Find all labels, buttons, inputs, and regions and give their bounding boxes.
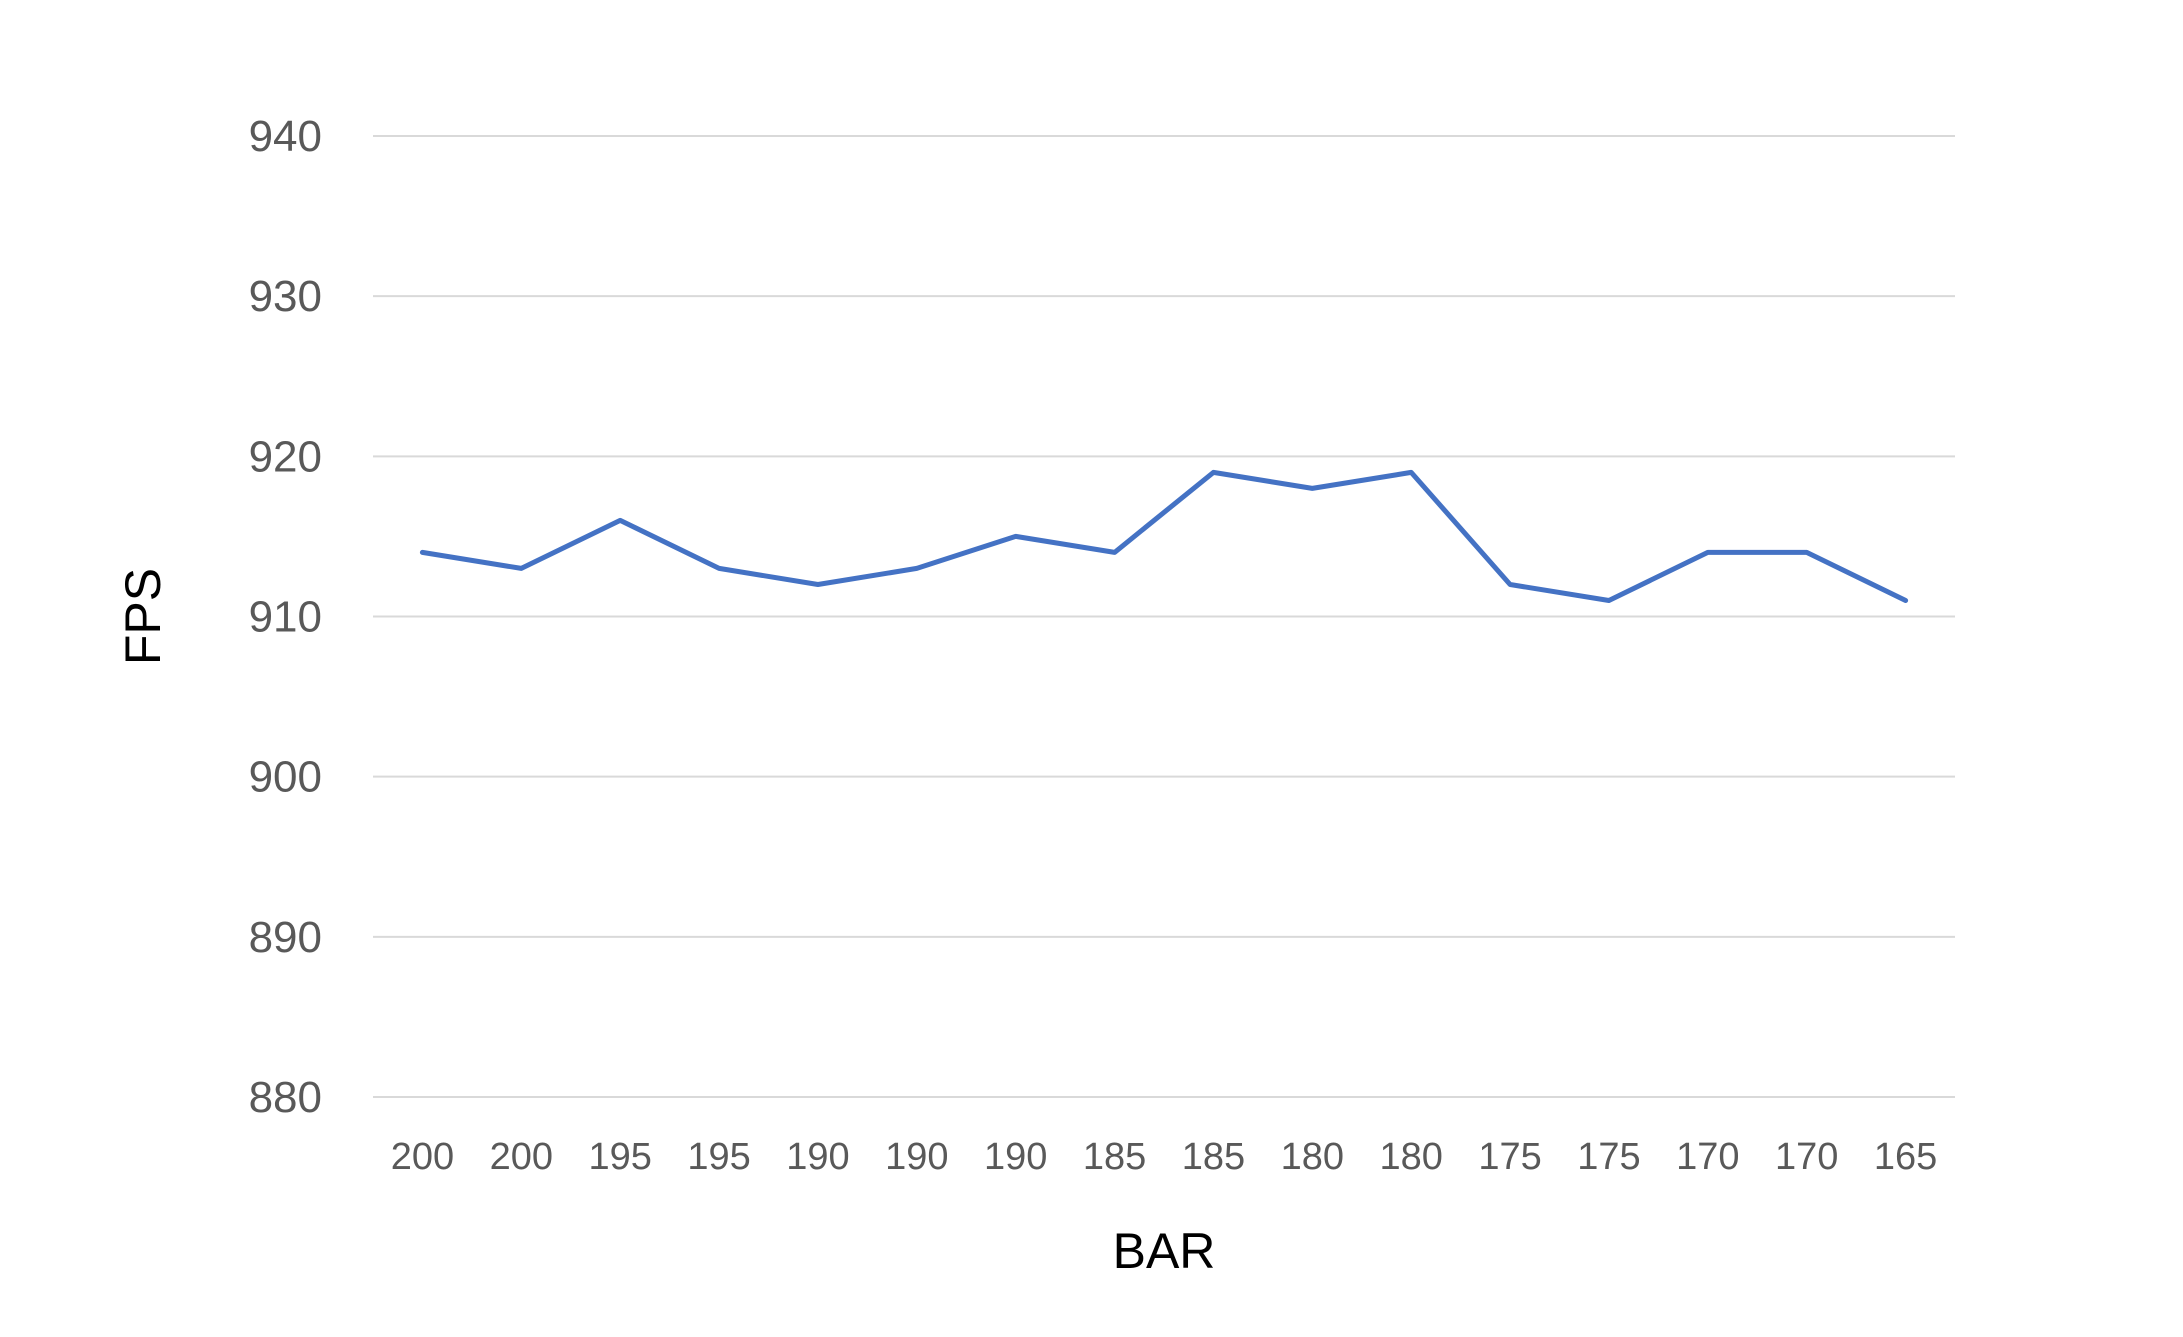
- x-axis-ticks: 200 200 195 195 190 190 190 185 185 180 180 175 175 1…: [391, 1136, 1938, 1178]
- gridlines: [373, 135, 1955, 1098]
- x-tick-label: 180: [1281, 1136, 1344, 1178]
- series-line-0: [419, 469, 1909, 603]
- x-tick-label: 165: [1874, 1136, 1937, 1178]
- y-axis-title: FPS: [115, 568, 171, 665]
- y-tick-label: 920: [249, 432, 322, 481]
- y-tick-label: 910: [249, 593, 322, 642]
- x-tick-label: 200: [391, 1136, 454, 1178]
- x-tick-label: 190: [786, 1136, 849, 1178]
- x-tick-label: 175: [1478, 1136, 1541, 1178]
- x-tick-label: 190: [885, 1136, 948, 1178]
- y-tick-label: 930: [249, 272, 322, 321]
- x-tick-label: 195: [687, 1136, 750, 1178]
- x-tick-label: 185: [1182, 1136, 1245, 1178]
- x-tick-label: 170: [1676, 1136, 1739, 1178]
- y-tick-label: 940: [249, 112, 322, 161]
- x-axis-title: BAR: [1113, 1223, 1216, 1279]
- x-tick-label: 185: [1083, 1136, 1146, 1178]
- x-tick-label: 180: [1379, 1136, 1442, 1178]
- x-tick-label: 170: [1775, 1136, 1838, 1178]
- series-lines: [419, 469, 1909, 603]
- x-tick-label: 195: [588, 1136, 651, 1178]
- y-tick-label: 880: [249, 1073, 322, 1122]
- y-tick-label: 890: [249, 913, 322, 962]
- x-tick-label: 200: [490, 1136, 553, 1178]
- y-axis-ticks: 880 890 900 910 920 930 940: [249, 112, 322, 1122]
- y-tick-label: 900: [249, 753, 322, 802]
- x-tick-label: 190: [984, 1136, 1047, 1178]
- x-tick-label: 175: [1577, 1136, 1640, 1178]
